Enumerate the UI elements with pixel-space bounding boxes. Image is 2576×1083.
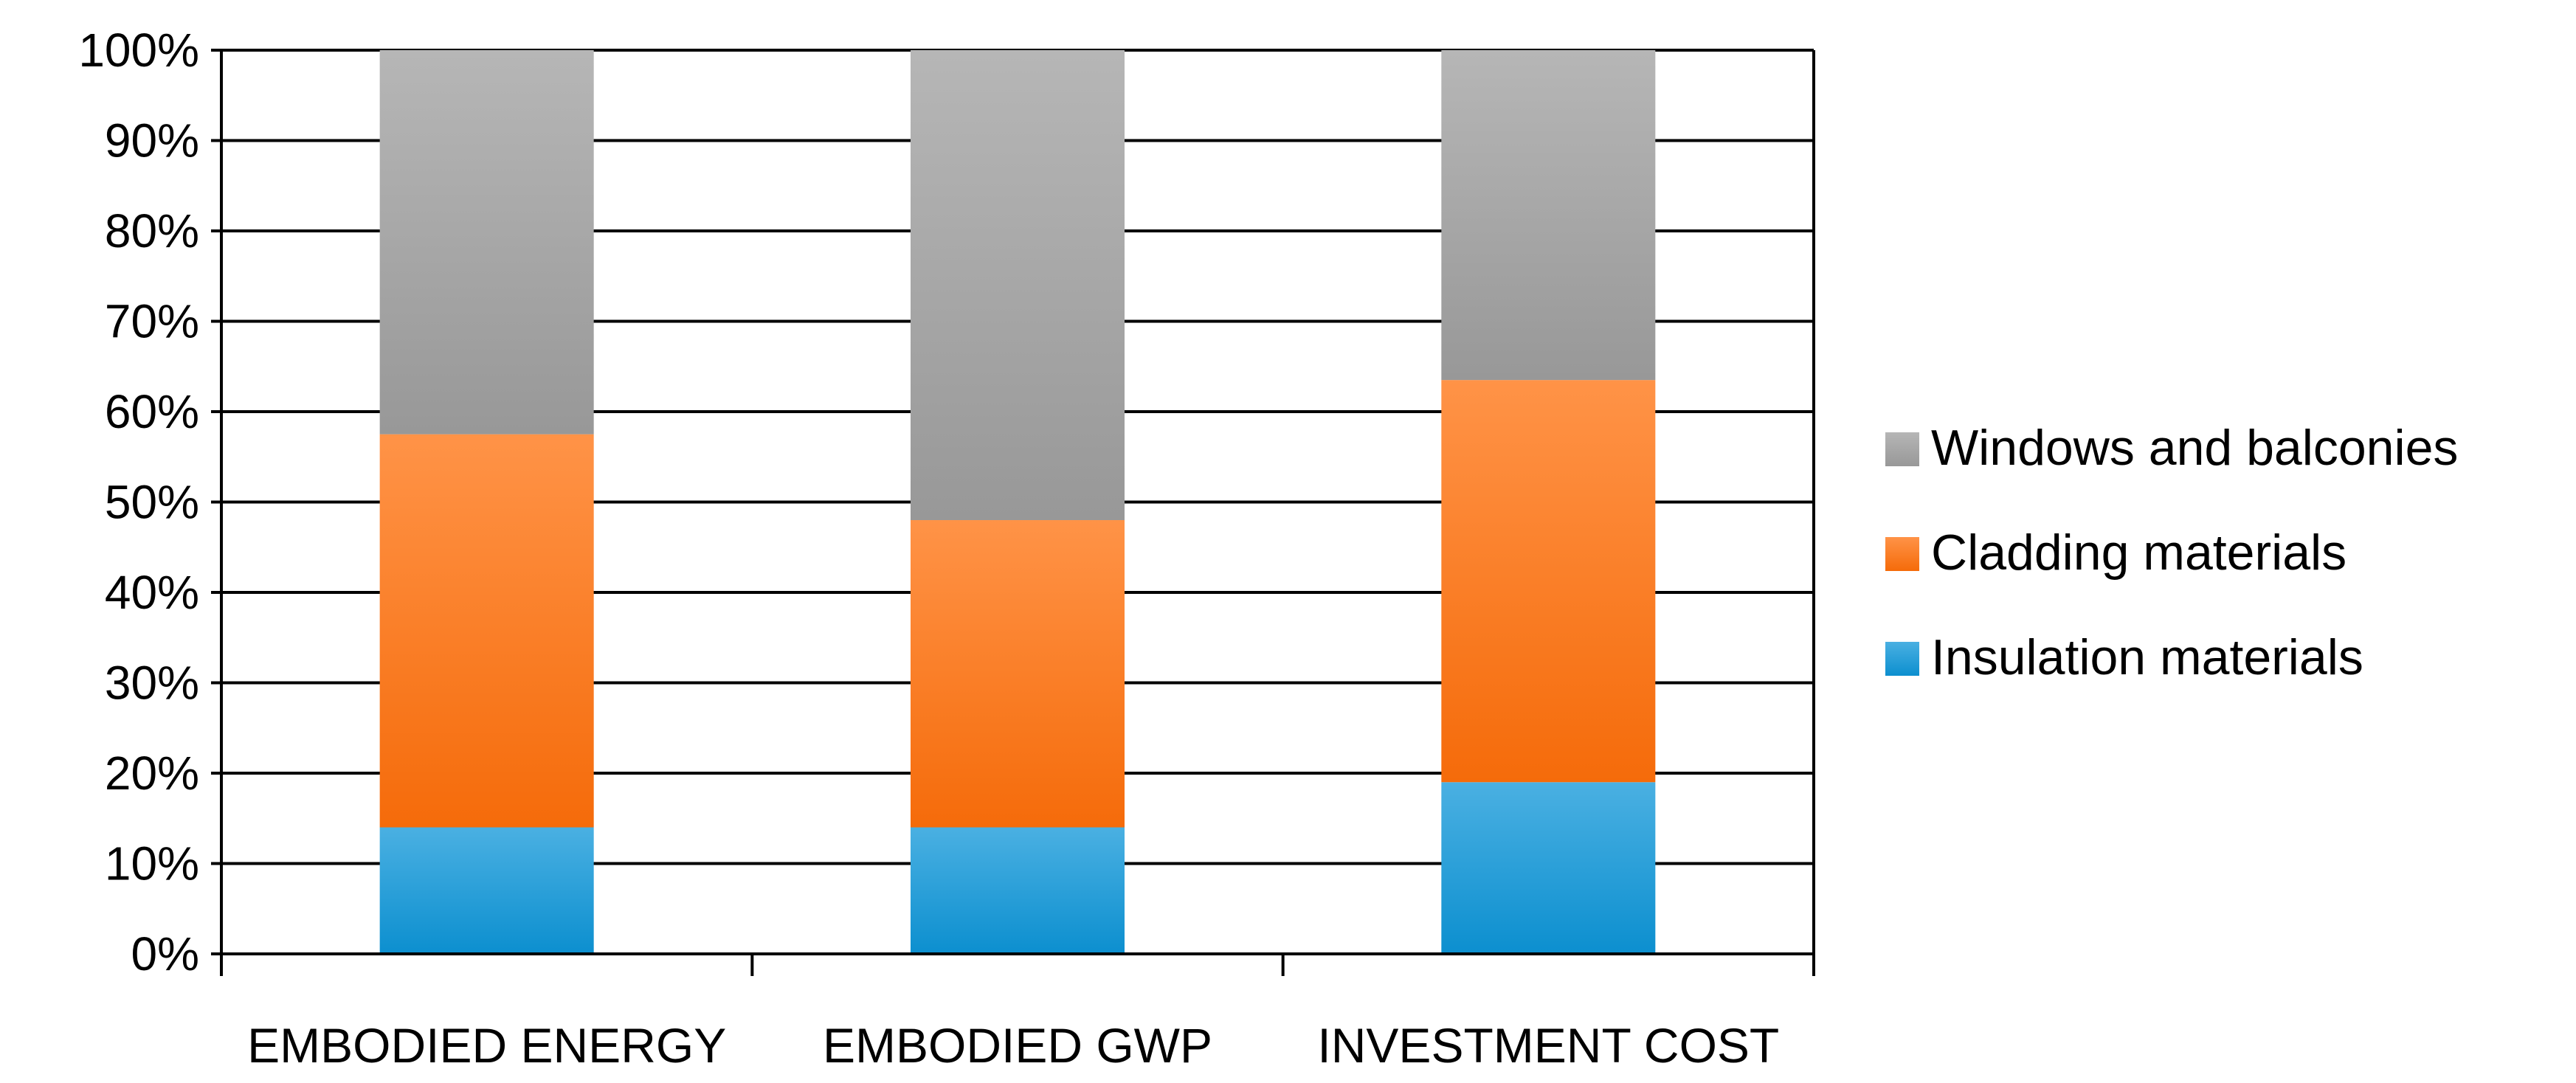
bar-insulation-materials-embodied-gwp <box>911 827 1125 954</box>
x-category-label: EMBODIED ENERGY <box>247 1018 726 1073</box>
y-tick-label: 70% <box>105 295 199 348</box>
y-tick-label: 10% <box>105 837 199 890</box>
y-tick-label: 90% <box>105 114 199 167</box>
bar-cladding-materials-embodied-energy <box>379 434 594 828</box>
axes <box>211 49 1815 976</box>
x-category-label: EMBODIED GWP <box>823 1018 1212 1073</box>
y-tick-label: 30% <box>105 657 199 710</box>
legend-label-cladding-materials: Cladding materials <box>1931 525 2347 581</box>
legend: Windows and balconies Cladding materials I… <box>1885 420 2458 685</box>
bar-insulation-materials-embodied-energy <box>379 827 594 954</box>
y-tick-label: 100% <box>78 24 199 77</box>
x-category-label: INVESTMENT COST <box>1317 1018 1779 1073</box>
y-tick-label: 50% <box>105 476 199 529</box>
legend-swatch-insulation-materials <box>1885 642 1919 676</box>
y-tick-label: 40% <box>105 566 199 619</box>
legend-label-insulation-materials: Insulation materials <box>1931 629 2363 685</box>
y-tick-label: 80% <box>105 204 199 257</box>
bar-windows-and-balconies-embodied-energy <box>379 50 594 435</box>
legend-swatch-windows-and-balconies <box>1885 432 1919 466</box>
bar-cladding-materials-investment-cost <box>1441 380 1656 783</box>
y-tick-label: 20% <box>105 747 199 800</box>
bars <box>379 50 1656 954</box>
bar-cladding-materials-embodied-gwp <box>911 520 1125 828</box>
y-tick-labels: 0% 10% 20% 30% 40% 50% 60% 70% 80% 90% 100% <box>78 24 199 980</box>
legend-label-windows-and-balconies: Windows and balconies <box>1931 420 2458 476</box>
legend-swatch-cladding-materials <box>1885 537 1919 571</box>
y-tick-label: 60% <box>105 385 199 438</box>
bar-insulation-materials-investment-cost <box>1441 782 1656 954</box>
bar-windows-and-balconies-investment-cost <box>1441 50 1656 381</box>
x-category-labels: EMBODIED ENERGY EMBODIED GWP INVESTMENT CO… <box>247 1018 1779 1073</box>
bar-windows-and-balconies-embodied-gwp <box>911 50 1125 520</box>
y-tick-label: 0% <box>131 927 200 980</box>
